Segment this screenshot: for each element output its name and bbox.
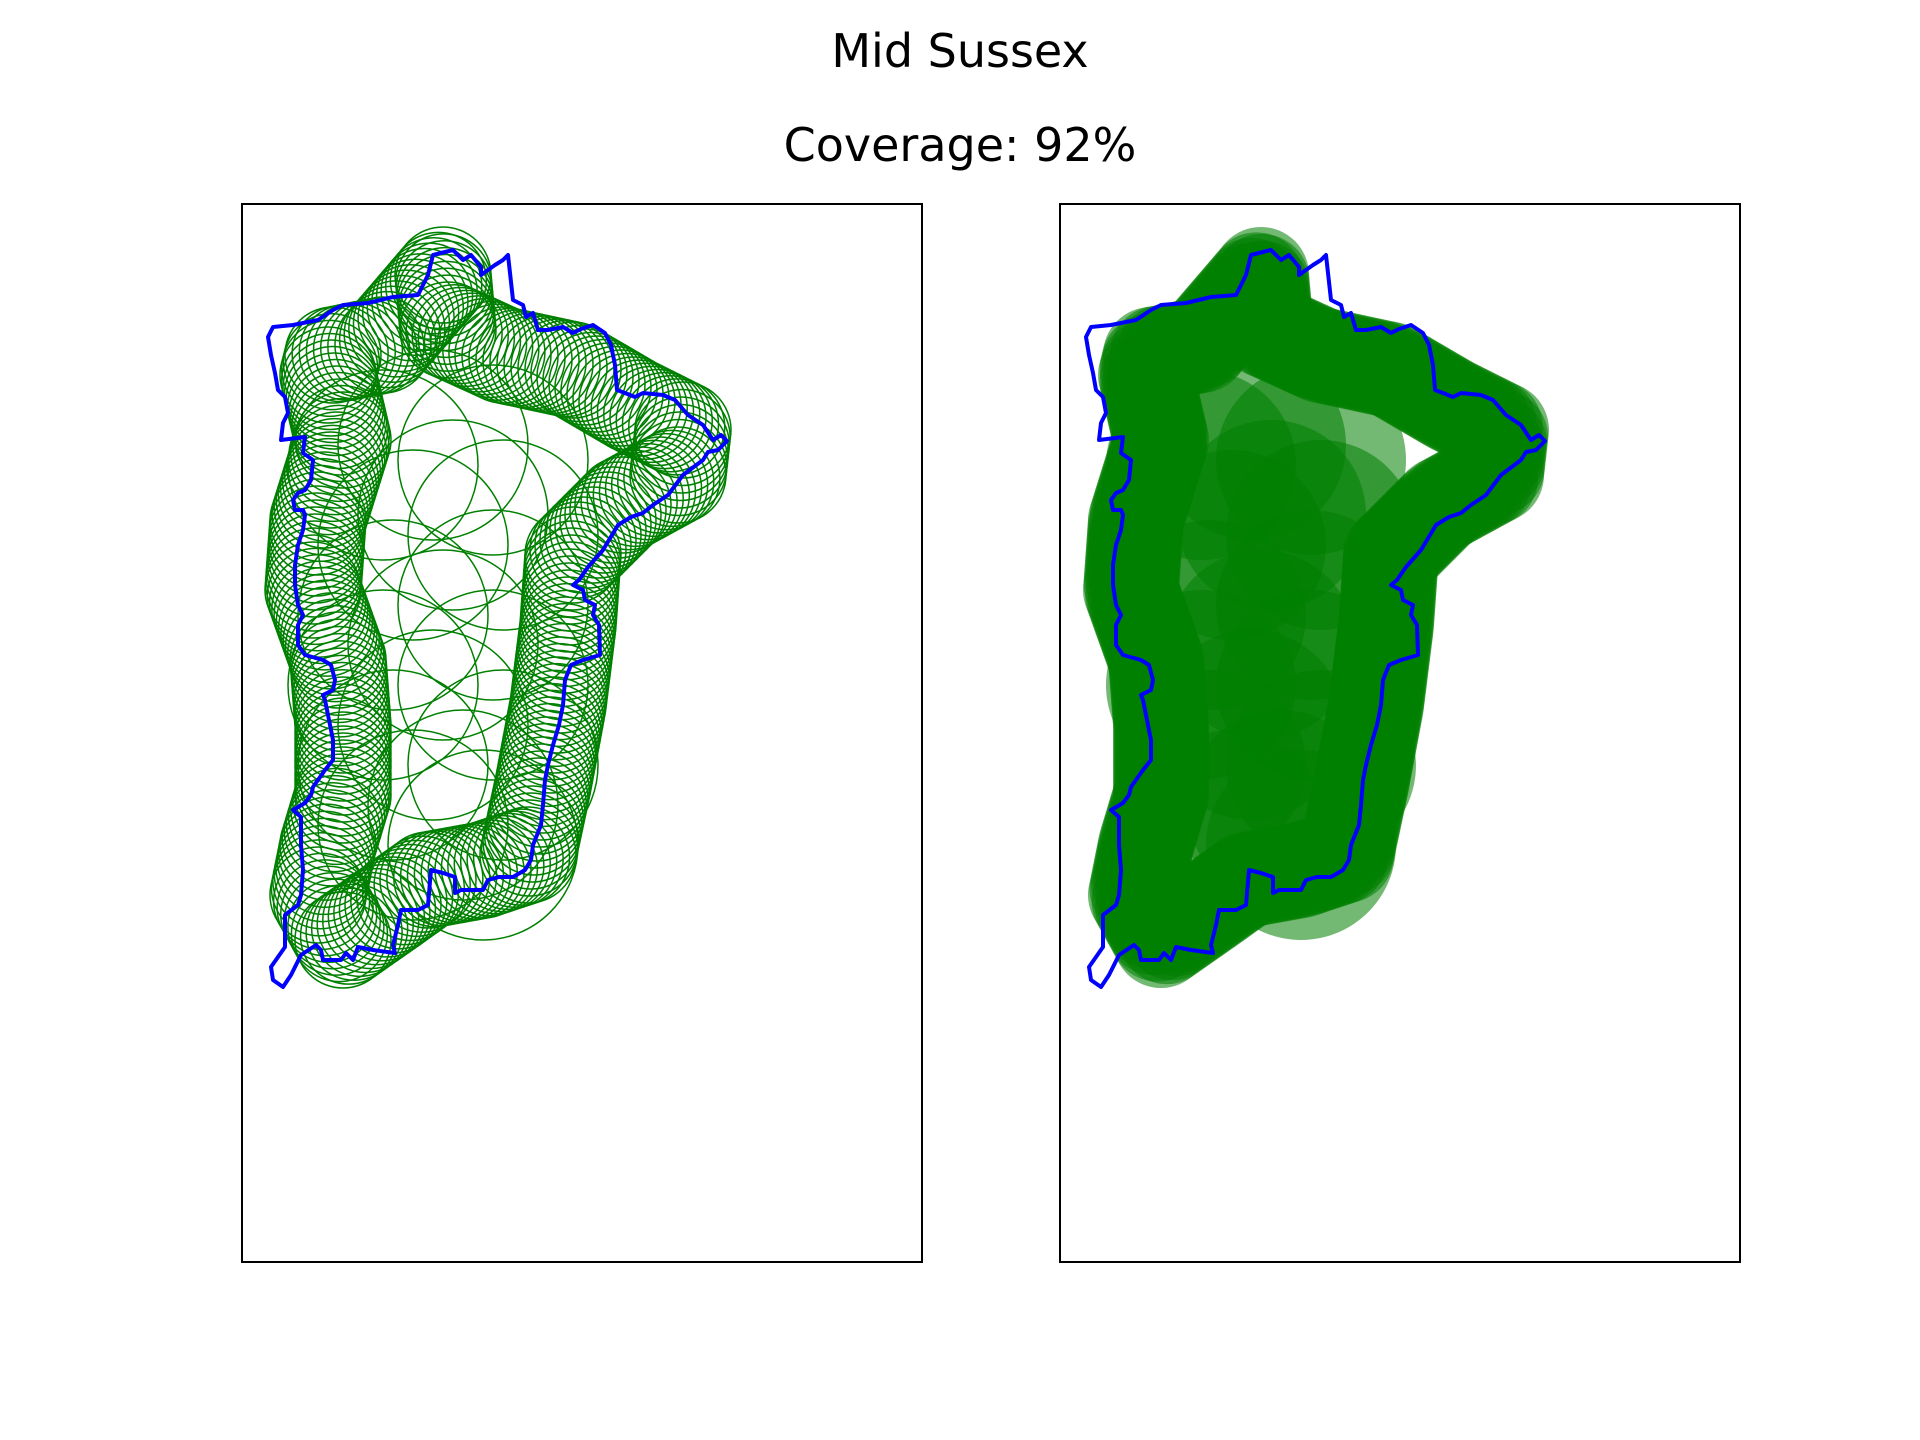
coverage-circle [348,280,446,378]
coverage-circle [407,439,599,631]
coverage-circle [598,442,697,541]
coverage-circle [317,729,509,921]
coverage-circles-filled [1083,227,1549,988]
coverage-circle [447,816,545,915]
filled-circles-map [1083,227,1549,989]
coverage-circle [603,365,701,464]
coverage-circles-outline [264,226,732,989]
coverage-circle [287,369,479,561]
coverage-circle [292,397,390,496]
coverage-circle [367,709,559,901]
coverage-circle [544,486,642,584]
coverage-circle [574,456,672,554]
coverage-circle [466,810,564,909]
coverage-circle [629,426,727,524]
coverage-circle [407,669,599,861]
district-boundary [1084,248,1547,989]
coverage-circle [294,891,392,989]
coverage-circle [361,263,460,362]
coverage-circle [549,481,647,579]
coverage-circle [617,432,715,531]
coverage-circle [297,669,489,861]
coverage-circle [1208,232,1305,329]
coverage-circle [282,312,381,411]
coverage-circle [554,476,652,574]
coverage-circle [343,285,441,383]
coverage-circle [459,812,558,911]
coverage-circle [297,519,489,711]
coverage-circle [623,429,721,528]
coverage-circle [609,368,707,467]
coverage-circle [287,589,479,781]
coverage-circle [375,247,474,346]
coverage-circle [389,231,488,330]
coverage-circle [1206,750,1396,940]
coverage-circle [387,749,579,941]
coverage-circle [397,364,589,556]
coverage-circle [385,237,483,335]
coverage-circle [479,806,577,904]
coverage-circle [592,446,691,544]
coverage-circle [366,258,465,357]
coverage-circle [337,629,529,821]
map-panel-filled-circles [1059,203,1741,1263]
coverage-subtitle: Coverage: 92% [783,118,1137,172]
coverage-circle [338,290,437,389]
district-boundary [266,248,729,989]
coverage-circle [397,509,589,701]
coverage-circle [317,449,509,641]
outline-circles-map [264,226,732,989]
figure-title: Mid Sussex [831,24,1089,78]
coverage-circle [472,808,571,906]
map-panel-outline-circles [241,203,923,1263]
coverage-circle [337,349,529,541]
coverage-circle [319,299,418,397]
coverage-circle [397,589,589,781]
coverage-circle [482,792,580,890]
coverage-circle [448,303,546,401]
coverage-circle [357,269,455,367]
coverage-circle [569,461,667,559]
coverage-circle [279,865,378,964]
coverage-circle [334,296,432,394]
coverage-circle [347,549,539,741]
coverage-circle [305,883,403,981]
coverage-circle [380,242,478,340]
coverage-circle [357,419,549,611]
